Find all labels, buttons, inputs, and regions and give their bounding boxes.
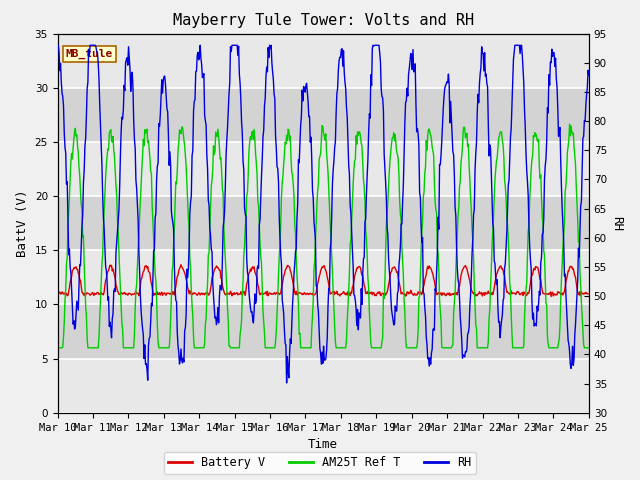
Title: Mayberry Tule Tower: Volts and RH: Mayberry Tule Tower: Volts and RH [173, 13, 474, 28]
Bar [58, 304, 589, 359]
Y-axis label: BattV (V): BattV (V) [16, 190, 29, 257]
Bar [58, 250, 589, 304]
Bar [58, 142, 589, 196]
Bar [58, 34, 589, 88]
Legend: Battery V, AM25T Ref T, RH: Battery V, AM25T Ref T, RH [164, 452, 476, 474]
Text: MB_tule: MB_tule [65, 49, 113, 59]
Bar [58, 196, 589, 250]
Bar [58, 359, 589, 413]
Y-axis label: RH: RH [611, 216, 623, 231]
X-axis label: Time: Time [308, 438, 338, 451]
Bar [58, 88, 589, 142]
